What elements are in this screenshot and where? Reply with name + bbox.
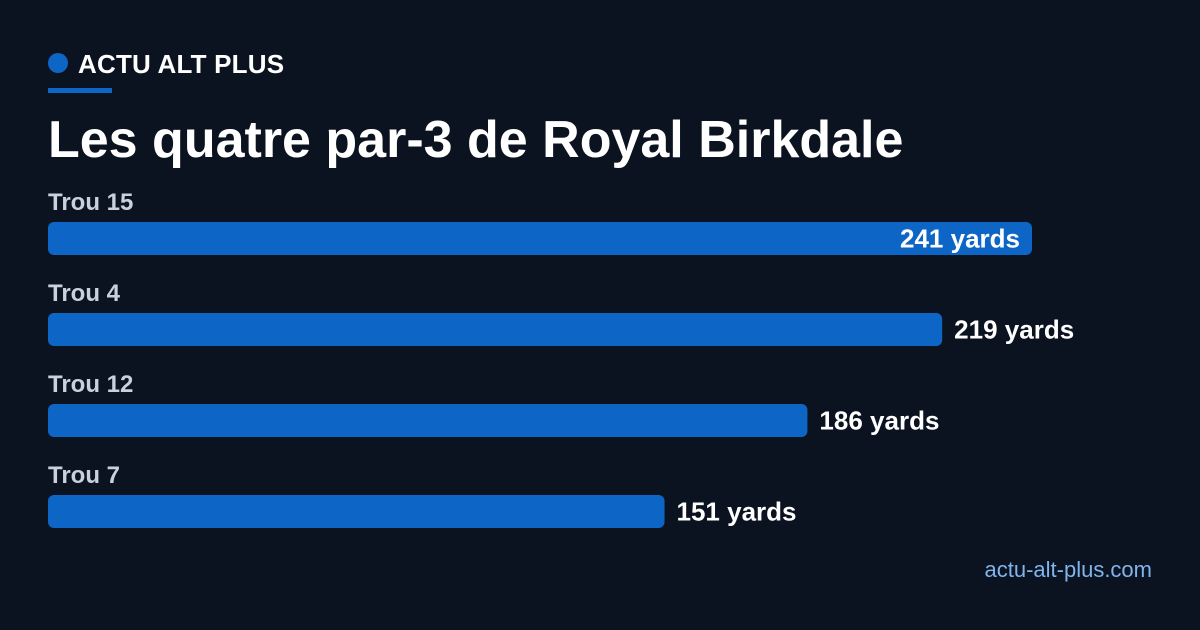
bar [48, 222, 1032, 255]
bar [48, 495, 665, 528]
bar [48, 313, 943, 346]
row-label: Trou 7 [48, 462, 120, 489]
value-label: 186 yards [819, 406, 939, 436]
row-label: Trou 4 [48, 280, 121, 307]
bar [48, 404, 808, 437]
site-url-link[interactable]: actu-alt-plus.com [984, 557, 1152, 582]
value-label: 219 yards [954, 315, 1074, 345]
brand-dot-icon [48, 53, 68, 73]
row-label: Trou 15 [48, 189, 133, 216]
brand-header: ACTU ALT PLUS [48, 48, 285, 79]
brand-underline [48, 88, 112, 93]
row-label: Trou 12 [48, 371, 133, 398]
value-label: 151 yards [677, 497, 797, 527]
value-label: 241 yards [900, 224, 1020, 254]
brand-name: ACTU ALT PLUS [78, 49, 285, 79]
chart-title: Les quatre par-3 de Royal Birkdale [48, 111, 904, 169]
